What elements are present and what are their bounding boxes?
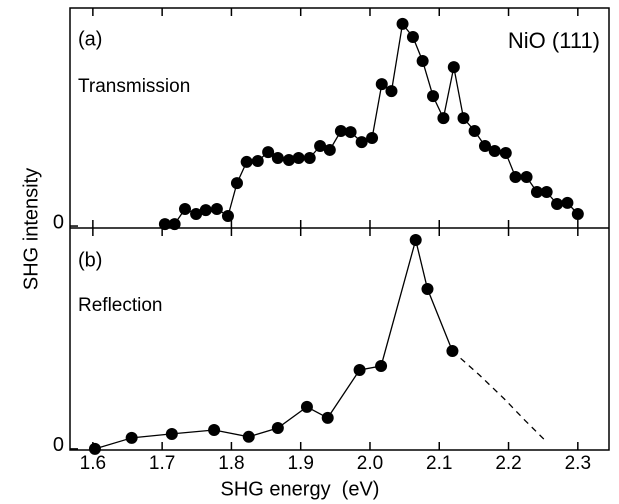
data-point: [571, 208, 584, 221]
data-point: [421, 283, 434, 296]
data-point: [520, 170, 533, 183]
x-tick-label: 1.7: [149, 453, 175, 474]
data-point: [271, 422, 284, 435]
panel-label: (b): [78, 249, 102, 271]
data-point: [488, 145, 501, 158]
data-point: [303, 152, 316, 165]
data-point: [409, 233, 422, 246]
data-point: [561, 196, 574, 209]
data-point: [375, 359, 388, 372]
data-point: [251, 155, 264, 168]
x-axis-label: SHG energy (eV): [221, 478, 380, 500]
x-tick-label: 2.3: [565, 453, 591, 474]
data-point: [271, 152, 284, 165]
x-tick-label: 1.6: [80, 453, 106, 474]
x-tick-label: 2.2: [495, 453, 521, 474]
data-point: [125, 431, 138, 444]
data-point: [190, 208, 203, 221]
data-point: [230, 177, 243, 190]
data-point: [540, 186, 553, 199]
data-point: [353, 363, 366, 376]
data-point: [242, 430, 255, 443]
data-point: [314, 140, 327, 153]
data-point: [551, 198, 564, 211]
data-point: [210, 203, 223, 216]
data-point: [292, 152, 305, 165]
data-point: [478, 140, 491, 153]
x-tick-label: 1.9: [287, 453, 313, 474]
data-point: [240, 155, 253, 168]
data-point: [355, 136, 368, 149]
data-line: [94, 239, 454, 450]
data-point: [168, 218, 181, 231]
data-point: [300, 400, 313, 413]
data-point: [282, 153, 295, 166]
data-point: [344, 126, 357, 139]
data-point: [437, 112, 450, 125]
y-axis-label: SHG intensity: [20, 168, 42, 290]
panel-subtitle: Reflection: [78, 295, 163, 316]
data-point: [447, 61, 460, 74]
y-tick-label: 0: [53, 434, 64, 456]
data-point: [396, 17, 409, 30]
data-point: [385, 85, 398, 98]
data-point: [375, 78, 388, 91]
data-point: [509, 170, 522, 183]
data-point: [323, 143, 336, 156]
data-point: [165, 427, 178, 440]
data-point: [88, 442, 101, 455]
data-point: [366, 131, 379, 144]
x-tick-label: 2.0: [357, 453, 383, 474]
panel-label: (a): [78, 28, 102, 50]
panel-subtitle: Transmission: [78, 76, 190, 97]
data-point: [530, 186, 543, 199]
data-point: [262, 146, 275, 159]
data-point: [221, 210, 234, 223]
x-tick-label: 1.8: [218, 453, 244, 474]
y-tick-label: 0: [53, 211, 64, 233]
plot-frame: [69, 7, 610, 451]
x-tick-label: 2.1: [426, 453, 452, 474]
data-point: [199, 204, 212, 217]
data-point: [427, 90, 440, 103]
data-point: [208, 423, 221, 436]
data-line: [164, 22, 579, 225]
data-point: [416, 54, 429, 67]
data-point: [457, 112, 470, 125]
annotation: NiO (111): [508, 28, 600, 53]
data-point: [406, 30, 419, 43]
data-point: [334, 124, 347, 137]
extrapolation-line: [451, 350, 546, 441]
data-point: [499, 146, 512, 159]
data-point: [321, 411, 334, 424]
data-point: [468, 124, 481, 137]
data-point: [179, 203, 192, 216]
